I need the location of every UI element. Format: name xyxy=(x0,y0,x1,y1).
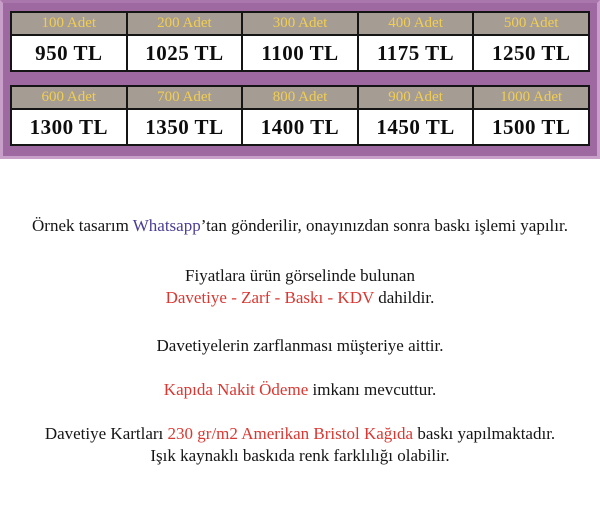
quantity-cell: 100 Adet xyxy=(10,11,128,36)
quantity-cell: 700 Adet xyxy=(125,85,244,110)
note-sample-design: Örnek tasarım Whatsapp’tan gönderilir, o… xyxy=(0,215,600,237)
quantity-cell: 500 Adet xyxy=(472,11,590,36)
price-cell: 1350 TL xyxy=(125,108,244,146)
note-paper-type: Davetiye Kartları 230 gr/m2 Amerikan Bri… xyxy=(0,423,600,467)
quantity-cell: 800 Adet xyxy=(241,85,359,110)
price-table-100-500: 100 Adet 200 Adet 300 Adet 400 Adet 500 … xyxy=(10,11,590,72)
price-row: 950 TL 1025 TL 1100 TL 1175 TL 1250 TL xyxy=(10,34,590,72)
quantity-header-row: 600 Adet 700 Adet 800 Adet 900 Adet 1000… xyxy=(10,85,590,110)
price-cell: 1400 TL xyxy=(241,108,359,146)
paper-spec-text: 230 gr/m2 Amerikan Bristol Kağıda xyxy=(167,424,414,443)
note-enveloping: Davetiyelerin zarflanması müşteriye aitt… xyxy=(0,335,600,357)
price-cell: 1300 TL xyxy=(10,108,128,146)
note-text: baskı yapılmaktadır. xyxy=(413,424,556,443)
quantity-cell: 400 Adet xyxy=(356,11,475,36)
price-cell: 1500 TL xyxy=(472,108,590,146)
notes-section: Örnek tasarım Whatsapp’tan gönderilir, o… xyxy=(0,215,600,467)
quantity-header-row: 100 Adet 200 Adet 300 Adet 400 Adet 500 … xyxy=(10,11,590,36)
note-text: Davetiye Kartları xyxy=(44,424,168,443)
note-text: Işık kaynaklı baskıda renk farklılığı ol… xyxy=(150,446,450,465)
price-cell: 1025 TL xyxy=(125,34,244,72)
price-cell: 950 TL xyxy=(10,34,128,72)
included-items-text: Davetiye - Zarf - Baskı - KDV xyxy=(165,288,374,307)
quantity-cell: 600 Adet xyxy=(10,85,128,110)
note-text: dahildir. xyxy=(373,288,435,307)
cash-on-delivery-text: Kapıda Nakit Ödeme xyxy=(163,380,309,399)
price-table-600-1000: 600 Adet 700 Adet 800 Adet 900 Adet 1000… xyxy=(10,85,590,146)
price-cell: 1250 TL xyxy=(472,34,590,72)
quantity-cell: 300 Adet xyxy=(241,11,359,36)
price-cell: 1100 TL xyxy=(241,34,359,72)
price-row: 1300 TL 1350 TL 1400 TL 1450 TL 1500 TL xyxy=(10,108,590,146)
note-text: Fiyatlara ürün görselinde bulunan xyxy=(185,266,415,285)
note-text: ’tan gönderilir, onayınızdan sonra baskı… xyxy=(200,216,568,235)
note-payment: Kapıda Nakit Ödeme imkanı mevcuttur. xyxy=(0,379,600,401)
price-cell: 1450 TL xyxy=(356,108,475,146)
quantity-cell: 1000 Adet xyxy=(472,85,590,110)
quantity-cell: 900 Adet xyxy=(356,85,475,110)
note-text: Davetiyelerin zarflanması müşteriye aitt… xyxy=(156,336,444,355)
price-banner: 100 Adet 200 Adet 300 Adet 400 Adet 500 … xyxy=(0,0,600,159)
note-price-includes: Fiyatlara ürün görselinde bulunan Davetiy… xyxy=(0,265,600,309)
price-cell: 1175 TL xyxy=(356,34,475,72)
note-text: imkanı mevcuttur. xyxy=(308,380,437,399)
note-text: Örnek tasarım xyxy=(32,216,133,235)
quantity-cell: 200 Adet xyxy=(125,11,244,36)
whatsapp-text: Whatsapp xyxy=(132,216,201,235)
